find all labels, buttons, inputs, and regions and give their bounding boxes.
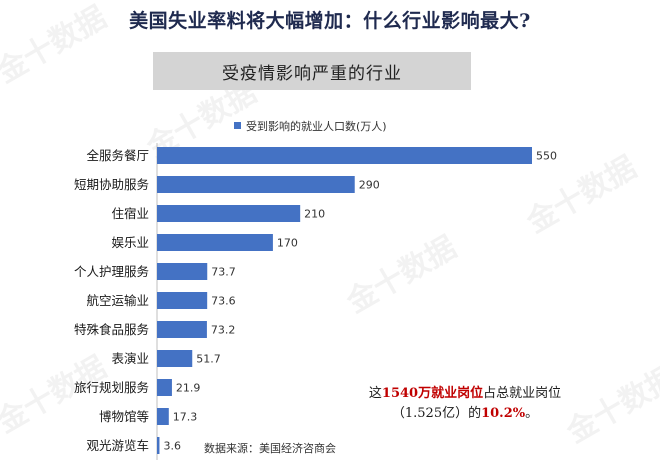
chart-legend: 受到影响的就业人口数(万人)	[234, 119, 387, 133]
bar	[157, 176, 355, 193]
category-label: 全服务餐厅	[86, 148, 149, 163]
category-label: 旅行规划服务	[74, 380, 149, 395]
legend-swatch	[234, 122, 241, 129]
annotation-note: 这1540万就业岗位占总就业岗位（1.525亿）的10.2%。	[360, 384, 570, 424]
bar	[157, 263, 208, 280]
annotation-text-3: 。	[525, 406, 539, 421]
bar	[157, 234, 273, 251]
value-label: 73.7	[211, 266, 236, 279]
category-label: 观光游览车	[86, 438, 149, 453]
legend-label: 受到影响的就业人口数(万人)	[246, 119, 387, 133]
bar	[157, 408, 169, 425]
subtitle-box: 受疫情影响严重的行业	[153, 52, 471, 90]
value-label: 550	[536, 150, 557, 163]
chart-subtitle: 受疫情影响严重的行业	[222, 63, 402, 84]
category-label: 住宿业	[111, 206, 149, 221]
value-label: 21.9	[176, 382, 201, 395]
value-label: 170	[277, 237, 298, 250]
category-label: 短期协助服务	[74, 177, 149, 192]
category-label: 特殊食品服务	[74, 322, 149, 337]
annotation-text-1: 这	[368, 386, 382, 401]
value-label: 290	[359, 179, 380, 192]
source-note: 数据来源：美国经济咨商会	[204, 441, 336, 455]
value-label: 73.6	[211, 295, 236, 308]
value-label: 51.7	[196, 353, 221, 366]
annotation-highlight-jobs: 1540万就业岗位	[381, 386, 484, 401]
bar	[157, 147, 532, 164]
annotation-text-2: 占总就业岗位（1.525亿）的	[391, 386, 562, 421]
bar	[157, 205, 301, 222]
bar	[157, 292, 208, 309]
category-label: 表演业	[111, 351, 149, 366]
value-label: 73.2	[211, 324, 236, 337]
category-label: 航空运输业	[86, 293, 149, 308]
bar	[157, 350, 193, 367]
category-label: 娱乐业	[111, 235, 149, 250]
value-label: 210	[304, 208, 325, 221]
bar	[157, 321, 207, 338]
bar	[157, 437, 160, 454]
annotation-highlight-percent: 10.2%	[481, 406, 526, 421]
page-title: 美国失业率料将大幅增加：什么行业影响最大?	[129, 10, 531, 32]
bar	[157, 379, 172, 396]
value-label: 17.3	[173, 411, 198, 424]
category-label: 博物馆等	[99, 409, 149, 424]
bars: 全服务餐厅 550 短期协助服务 290 住宿业 210 娱乐业 170 个人护理服务 73.7 航…	[74, 143, 557, 460]
value-label: 3.6	[163, 440, 181, 453]
category-label: 个人护理服务	[74, 264, 149, 279]
